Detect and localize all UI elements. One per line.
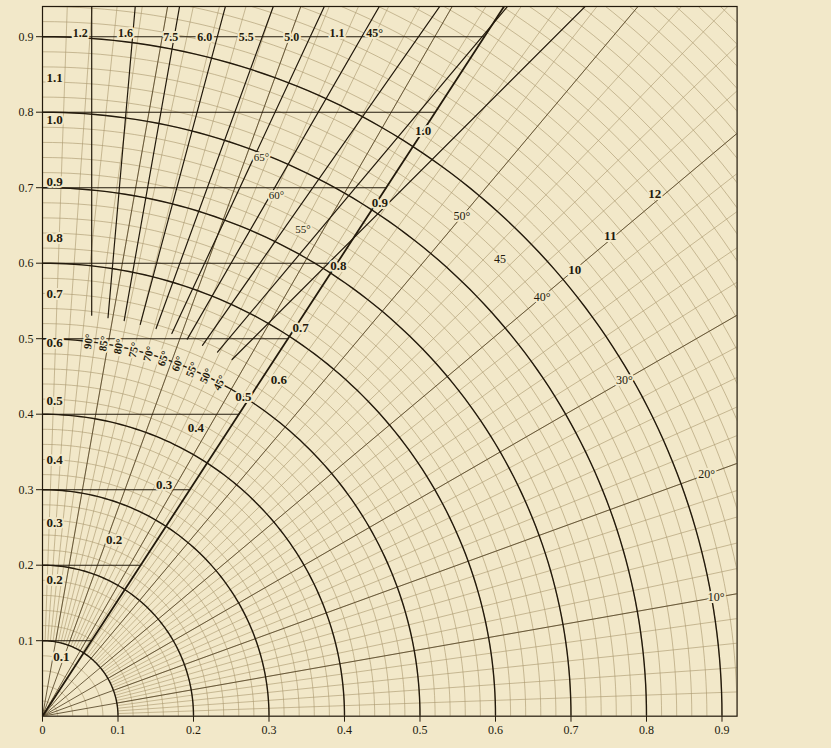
svg-text:0.9: 0.9 (47, 174, 64, 189)
svg-text:1.0: 1.0 (47, 112, 63, 127)
svg-text:0.3: 0.3 (19, 483, 34, 497)
svg-text:0.2: 0.2 (19, 558, 34, 572)
svg-text:0.9: 0.9 (19, 30, 34, 44)
svg-text:0.4: 0.4 (19, 407, 34, 421)
svg-text:20°: 20° (698, 467, 715, 481)
svg-text:30°: 30° (616, 373, 633, 387)
svg-text:0.8: 0.8 (19, 105, 34, 119)
svg-text:5.0: 5.0 (284, 30, 299, 44)
svg-text:0.3: 0.3 (47, 515, 64, 530)
svg-text:50°: 50° (453, 209, 470, 223)
svg-text:0.4: 0.4 (47, 452, 64, 467)
svg-text:0.7: 0.7 (293, 320, 310, 335)
svg-text:80°: 80° (111, 338, 126, 355)
svg-text:0.3: 0.3 (156, 477, 173, 492)
svg-text:40°: 40° (534, 290, 551, 304)
svg-text:0.8: 0.8 (47, 230, 64, 245)
svg-text:5.5: 5.5 (239, 30, 254, 44)
svg-text:6.0: 6.0 (197, 30, 212, 44)
svg-text:10: 10 (568, 262, 581, 277)
svg-text:45°: 45° (210, 373, 228, 392)
svg-text:50°: 50° (197, 366, 214, 385)
svg-text:0.6: 0.6 (271, 372, 288, 387)
svg-text:1.0: 1.0 (415, 123, 431, 138)
svg-text:0.3: 0.3 (262, 723, 277, 737)
svg-text:0.7: 0.7 (564, 723, 579, 737)
svg-text:12: 12 (648, 186, 661, 201)
svg-text:1.2: 1.2 (73, 26, 88, 40)
svg-text:1.1: 1.1 (329, 26, 344, 40)
svg-text:0.8: 0.8 (639, 723, 654, 737)
svg-text:0.7: 0.7 (47, 286, 64, 301)
svg-text:0.5: 0.5 (47, 393, 64, 408)
svg-text:0.9: 0.9 (372, 195, 389, 210)
svg-text:0.4: 0.4 (188, 420, 205, 435)
svg-text:0.6: 0.6 (47, 335, 64, 350)
svg-text:65°: 65° (155, 349, 171, 367)
svg-text:0.5: 0.5 (235, 389, 252, 404)
svg-text:85°: 85° (96, 335, 110, 352)
svg-text:70°: 70° (140, 345, 156, 363)
svg-text:10°: 10° (708, 590, 725, 604)
svg-text:0.2: 0.2 (47, 572, 63, 587)
svg-text:0.6: 0.6 (19, 256, 34, 270)
svg-text:0.4: 0.4 (337, 723, 352, 737)
svg-text:0.1: 0.1 (53, 649, 69, 664)
svg-text:60°: 60° (269, 189, 284, 201)
svg-text:0.2: 0.2 (106, 532, 122, 547)
svg-text:75°: 75° (126, 341, 141, 359)
svg-text:0.1: 0.1 (19, 634, 34, 648)
svg-text:45°: 45° (366, 26, 383, 40)
svg-text:55°: 55° (183, 360, 200, 379)
svg-text:60°: 60° (169, 354, 186, 373)
svg-text:55°: 55° (295, 223, 310, 235)
svg-text:90°: 90° (81, 333, 95, 350)
svg-text:1.6: 1.6 (118, 26, 133, 40)
svg-text:65°: 65° (254, 151, 269, 163)
svg-text:0.8: 0.8 (330, 258, 347, 273)
svg-text:7.5: 7.5 (163, 30, 178, 44)
svg-text:45: 45 (494, 252, 506, 266)
svg-text:0.9: 0.9 (714, 723, 729, 737)
svg-text:0.1: 0.1 (111, 723, 126, 737)
svg-text:0.5: 0.5 (413, 723, 428, 737)
svg-text:11: 11 (604, 228, 616, 243)
svg-text:0.7: 0.7 (19, 181, 34, 195)
svg-text:1.1: 1.1 (47, 70, 63, 85)
svg-text:0: 0 (40, 723, 46, 737)
svg-text:0.2: 0.2 (186, 723, 201, 737)
svg-text:0.5: 0.5 (19, 332, 34, 346)
svg-text:0.6: 0.6 (488, 723, 503, 737)
